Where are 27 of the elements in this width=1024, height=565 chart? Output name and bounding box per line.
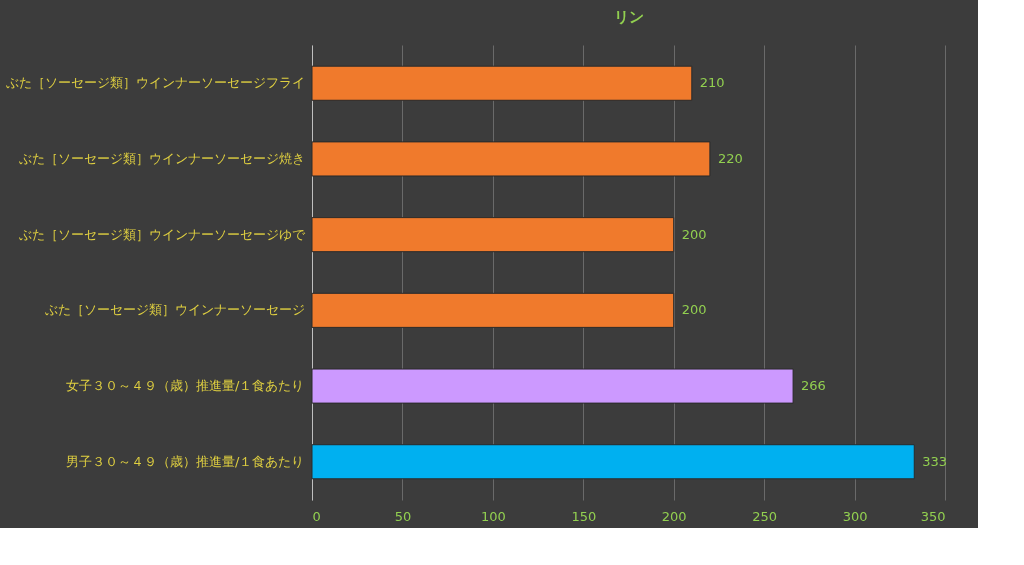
y-tick-label: ぶた［ソーセージ類］ウインナーソーセージゆで: [18, 226, 306, 242]
x-tick-label: 150: [571, 508, 597, 524]
x-tick-label: 300: [842, 508, 868, 524]
data-label: 200: [681, 302, 707, 318]
y-tick-label: 女子３０～４９（歳）推進量/１食あたり: [66, 378, 305, 394]
x-tick-label: 200: [661, 508, 687, 524]
y-tick-label: ぶた［ソーセージ類］ウインナーソーセージ焼き: [18, 150, 305, 166]
x-tick-label: 50: [394, 508, 412, 524]
data-label: 200: [681, 226, 707, 242]
bar: [311, 444, 915, 480]
data-label: 220: [717, 150, 743, 166]
chart-title: リン: [613, 8, 644, 26]
y-tick-label: ぶた［ソーセージ類］ウインナーソーセージ: [44, 302, 305, 318]
bar: [311, 368, 794, 404]
x-tick-label: 0: [312, 508, 321, 524]
x-tick-label: 250: [752, 508, 778, 524]
bar: [311, 141, 711, 177]
bar: [311, 65, 693, 101]
y-tick-label: ぶた［ソーセージ類］ウインナーソーセージフライ: [5, 75, 305, 91]
bar: [311, 217, 675, 253]
data-label: 333: [922, 453, 948, 469]
data-label: 266: [801, 378, 826, 394]
bar: [311, 292, 675, 328]
data-label: 210: [699, 75, 725, 91]
y-tick-label: 男子３０～４９（歳）推進量/１食あたり: [66, 453, 305, 469]
x-tick-label: 100: [480, 508, 506, 524]
x-tick-label: 350: [920, 508, 946, 524]
